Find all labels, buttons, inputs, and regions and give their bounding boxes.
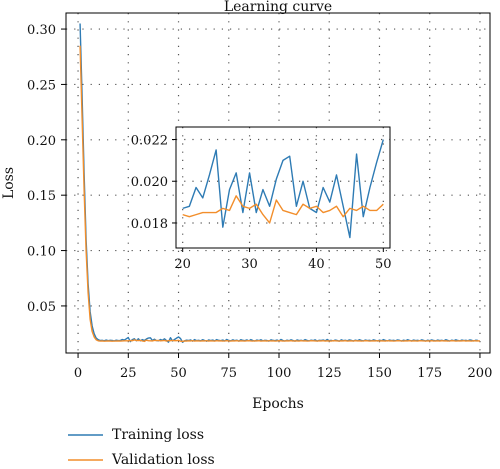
- y-tick-label: 0.20: [27, 134, 56, 149]
- legend-label: Training loss: [112, 427, 204, 443]
- inset-x-tick-label: 50: [375, 257, 392, 272]
- x-tick-label: 25: [120, 366, 137, 381]
- inset-x-tick-label: 30: [241, 257, 258, 272]
- x-tick-label: 0: [74, 366, 82, 381]
- x-tick-label: 175: [417, 366, 442, 381]
- y-tick-label: 0.10: [27, 245, 56, 260]
- inset-frame: [175, 126, 391, 249]
- x-tick-label: 50: [170, 366, 187, 381]
- inset-x-tick-label: 40: [308, 257, 325, 272]
- inset-x-tick-label: 20: [174, 257, 191, 272]
- validation-loss-line: [79, 45, 480, 343]
- x-tick-label: 100: [267, 366, 292, 381]
- x-tick-label: 200: [468, 366, 493, 381]
- y-tick-label: 0.05: [27, 300, 56, 315]
- x-axis-label: Epochs: [252, 396, 304, 412]
- inset-y-tick-label: 0.022: [131, 134, 168, 149]
- inset-y-tick-label: 0.018: [131, 217, 168, 232]
- y-axis-label: Loss: [1, 167, 17, 199]
- y-tick-label: 0.15: [27, 189, 56, 204]
- inset-y-tick-label: 0.020: [131, 175, 168, 190]
- legend-label: Validation loss: [111, 452, 215, 468]
- y-tick-label: 0.25: [27, 78, 56, 93]
- inset-validation-loss-line: [182, 195, 384, 224]
- x-tick-label: 75: [220, 366, 237, 381]
- inset-background: [176, 127, 390, 248]
- x-tick-label: 150: [367, 366, 392, 381]
- chart-title: Learning curve: [224, 0, 332, 15]
- y-tick-label: 0.30: [27, 23, 56, 38]
- inset-training-loss-line: [182, 139, 384, 239]
- x-tick-label: 125: [317, 366, 342, 381]
- plot-frame: [65, 12, 491, 354]
